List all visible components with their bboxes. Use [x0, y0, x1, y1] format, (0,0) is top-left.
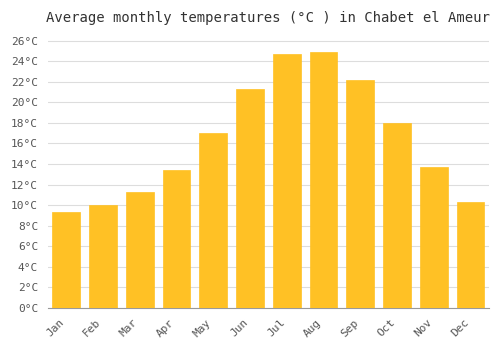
Bar: [52, 212, 80, 308]
Bar: [89, 205, 117, 308]
Bar: [162, 170, 190, 308]
Bar: [420, 167, 448, 308]
Title: Average monthly temperatures (°C ) in Chabet el Ameur: Average monthly temperatures (°C ) in Ch…: [46, 11, 490, 25]
Bar: [310, 52, 338, 308]
Bar: [126, 192, 154, 308]
Bar: [273, 54, 300, 308]
Bar: [456, 202, 484, 308]
Bar: [236, 89, 264, 308]
Bar: [383, 123, 411, 308]
Bar: [200, 133, 227, 308]
Bar: [346, 80, 374, 308]
